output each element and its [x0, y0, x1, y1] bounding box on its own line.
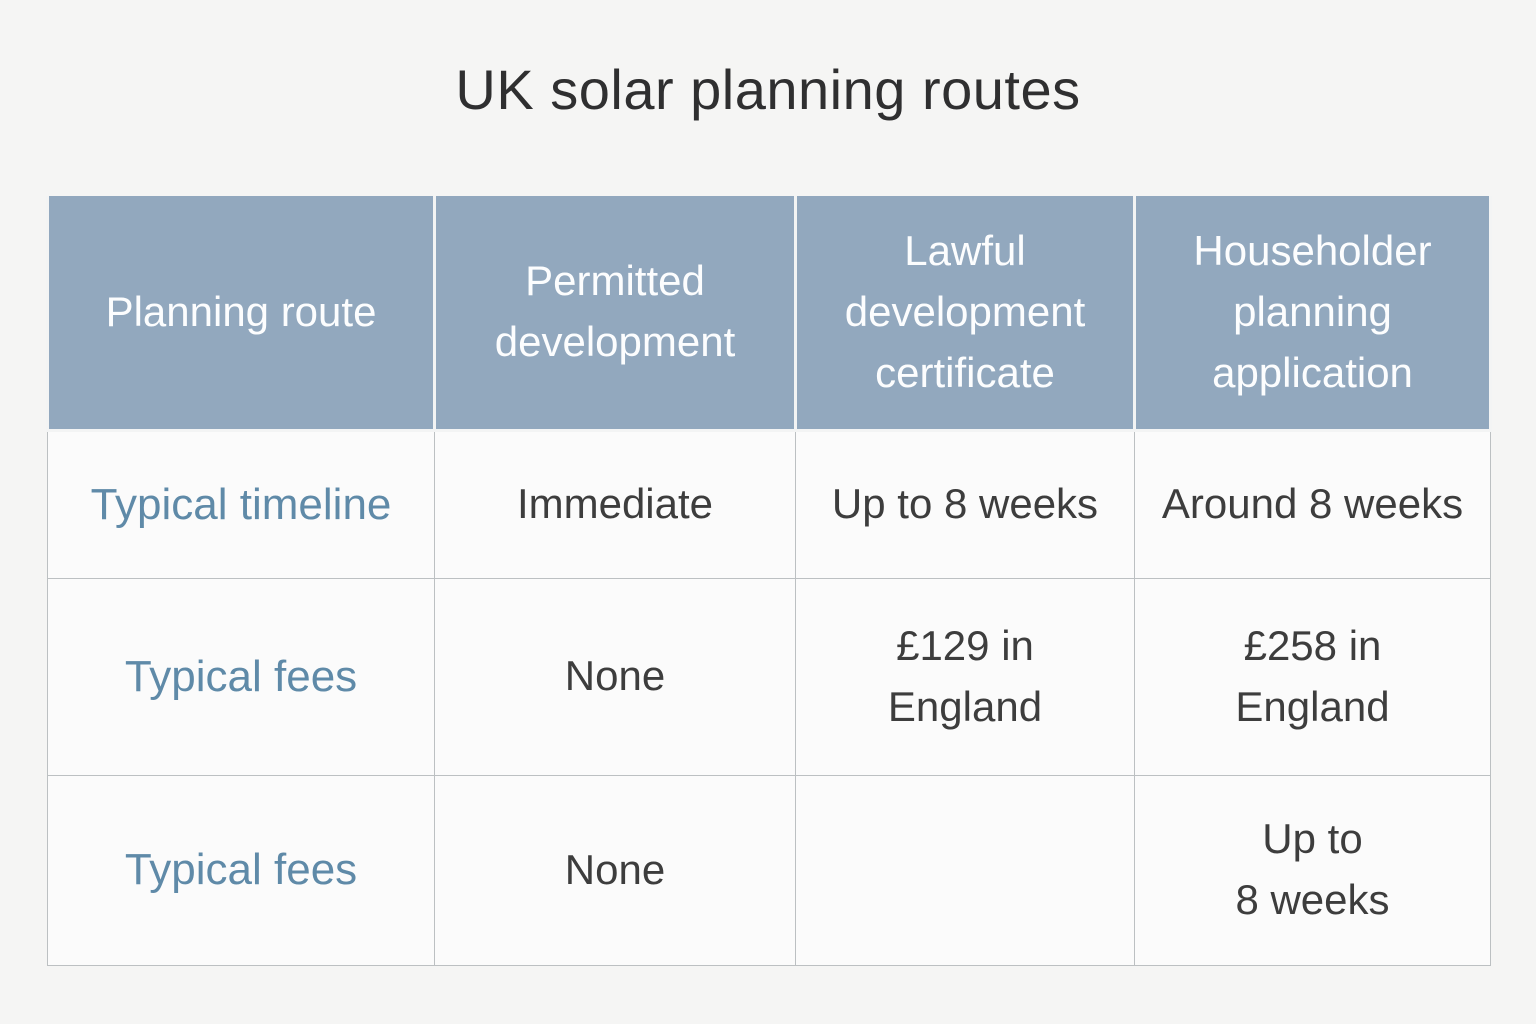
cell-fees2-householder-planning-application: Up to 8 weeks [1134, 774, 1491, 966]
column-header-permitted-development: Permitted development [433, 196, 797, 432]
table-header-row: Planning route Permitted development Law… [46, 196, 1492, 432]
row-label-typical-timeline: Typical timeline [47, 429, 435, 579]
cell-fees-permitted-development: None [434, 577, 796, 776]
table-row-typical-fees-2: Typical fees None Up to 8 weeks [47, 774, 1491, 966]
cell-timeline-householder-planning-application: Around 8 weeks [1134, 429, 1491, 579]
cell-timeline-permitted-development: Immediate [434, 429, 796, 579]
page-title: UK solar planning routes [455, 58, 1081, 121]
table-row-typical-fees: Typical fees None £129 in England £258 i… [47, 577, 1491, 776]
table-row-typical-timeline: Typical timeline Immediate Up to 8 weeks… [47, 429, 1491, 579]
column-header-planning-route: Planning route [46, 196, 436, 432]
cell-fees2-lawful-development-certificate [795, 774, 1135, 966]
cell-fees-lawful-development-certificate: £129 in England [795, 577, 1135, 776]
cell-fees-householder-planning-application: £258 in England [1134, 577, 1491, 776]
cell-fees2-permitted-development: None [434, 774, 796, 966]
row-label-typical-fees: Typical fees [47, 577, 435, 776]
column-header-householder-planning-application: Householder planning application [1133, 196, 1492, 432]
column-header-lawful-development-certificate: Lawful development certificate [794, 196, 1136, 432]
cell-timeline-lawful-development-certificate: Up to 8 weeks [795, 429, 1135, 579]
planning-routes-table: Planning route Permitted development Law… [46, 196, 1492, 966]
row-label-typical-fees-2: Typical fees [47, 774, 435, 966]
